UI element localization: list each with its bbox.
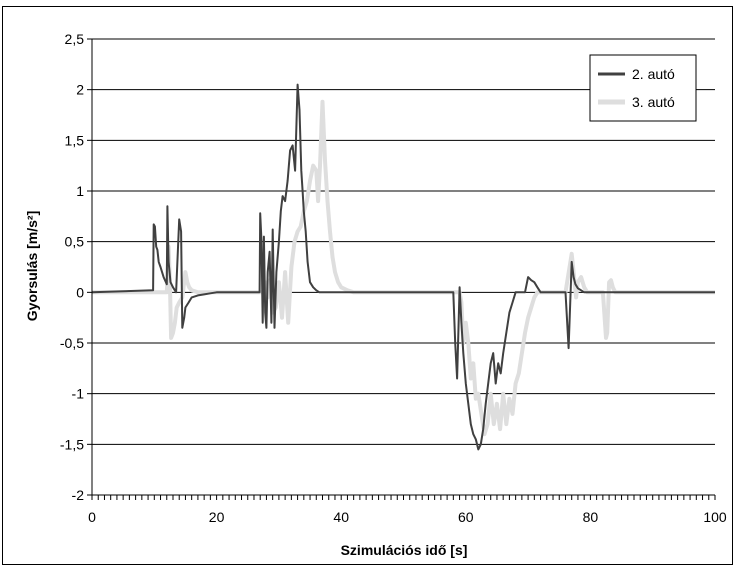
legend-label-series-1: 2. autó — [632, 66, 675, 82]
x-tick-label: 40 — [333, 509, 349, 525]
y-tick-label: 0 — [76, 284, 84, 300]
x-tick-label: 100 — [703, 509, 727, 525]
legend: 2. autó 3. autó — [589, 54, 697, 122]
axes — [87, 38, 716, 500]
y-tick-labels: 2,5 2 1,5 1 0,5 0 -0,5 -1 -1,5 -2 — [60, 31, 84, 503]
y-tick-label: -1 — [72, 386, 85, 402]
y-tick-label: -2 — [72, 487, 85, 503]
x-axis-title: Szimulációs idő [s] — [341, 542, 468, 558]
y-tick-label: 1 — [76, 183, 84, 199]
y-tick-label: 2,5 — [65, 31, 85, 47]
x-tick-labels: 0 20 40 60 80 100 — [88, 509, 727, 525]
x-tick-label: 80 — [583, 509, 599, 525]
x-tick-label: 20 — [209, 509, 225, 525]
y-axis-title: Gyorsulás [m/s²] — [24, 211, 40, 321]
legend-label-series-2: 3. autó — [632, 94, 675, 110]
y-tick-label: 2 — [76, 82, 84, 98]
series-lines — [91, 83, 715, 451]
x-tick-label: 0 — [88, 509, 96, 525]
y-tick-label: 0,5 — [65, 234, 85, 250]
y-tick-label: -0,5 — [60, 335, 84, 351]
y-tick-label: 1,5 — [65, 132, 85, 148]
chart-frame — [2, 6, 733, 565]
series-line-1 — [91, 83, 715, 451]
series-line-2 — [92, 99, 715, 437]
x-tick-label: 60 — [458, 509, 474, 525]
legend-box — [589, 54, 697, 122]
y-tick-label: -1,5 — [60, 436, 84, 452]
